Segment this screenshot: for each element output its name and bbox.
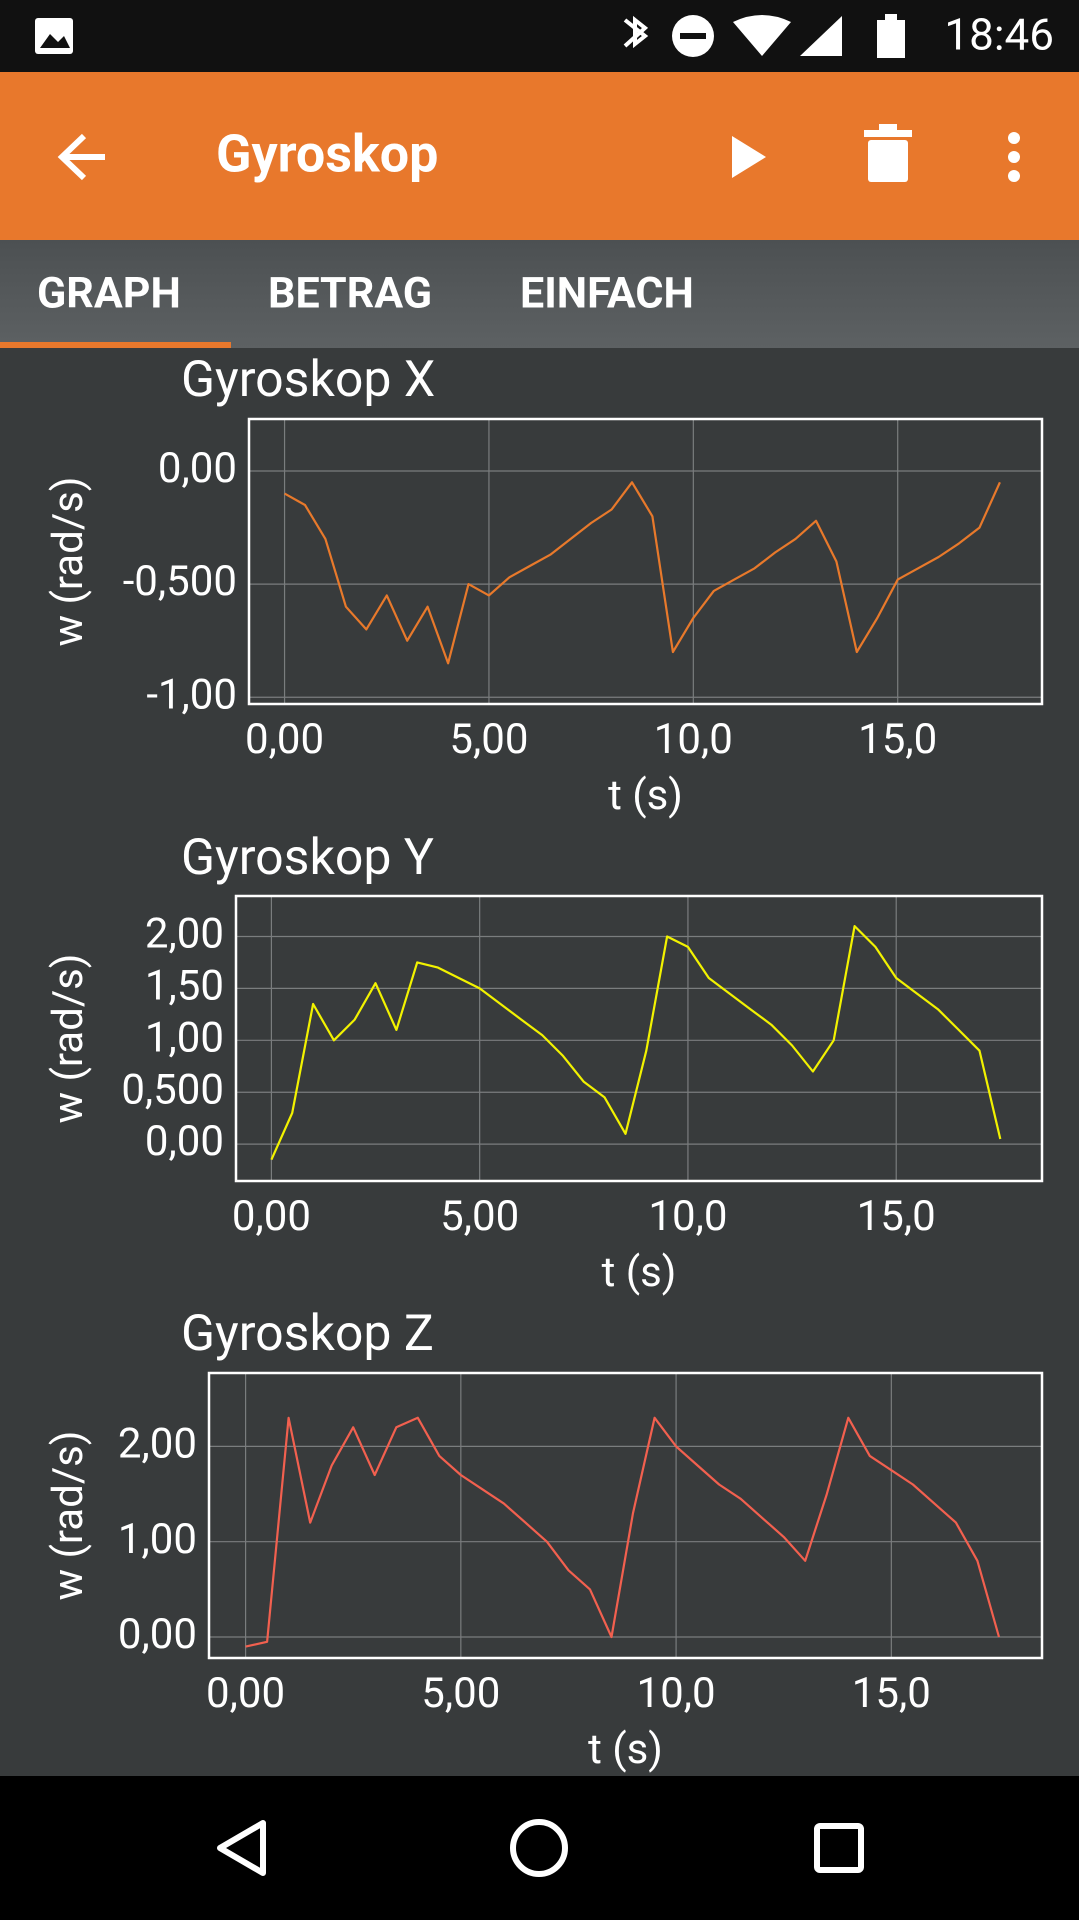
tab-bar bbox=[0, 240, 1079, 348]
signal-icon bbox=[800, 16, 842, 56]
tab[interactable]: BETRAG bbox=[268, 268, 432, 318]
play-button[interactable] bbox=[732, 136, 766, 178]
tab[interactable]: EINFACH bbox=[520, 268, 694, 318]
bluetooth-icon bbox=[623, 15, 649, 49]
y-tick-label: 0,00 bbox=[145, 1117, 224, 1166]
y-tick-label: 2,00 bbox=[118, 1419, 197, 1468]
delete-button[interactable] bbox=[864, 124, 912, 182]
x-axis-label: t (s) bbox=[588, 1725, 663, 1774]
nav-bar bbox=[0, 1776, 1079, 1920]
x-tick-label: 10,0 bbox=[637, 1669, 716, 1718]
y-tick-label: -0,500 bbox=[123, 557, 237, 606]
gallery-icon bbox=[35, 18, 73, 54]
y-tick-label: 0,00 bbox=[118, 1610, 197, 1659]
home-nav[interactable] bbox=[510, 1819, 568, 1877]
y-tick-label: 1,00 bbox=[118, 1515, 197, 1564]
y-axis-label: w (rad/s) bbox=[44, 1431, 93, 1601]
x-tick-label: 0,00 bbox=[232, 1192, 311, 1241]
wifi-icon bbox=[733, 15, 791, 56]
recents-nav[interactable] bbox=[814, 1823, 864, 1873]
y-tick-label: -1,00 bbox=[146, 670, 237, 719]
dnd-icon bbox=[672, 15, 714, 57]
chart-title: Gyroskop X bbox=[181, 351, 435, 409]
charts: Gyroskop X w (rad/s) t (s) 0,00 5,00 10,0 15,0… bbox=[44, 351, 1044, 1774]
x-tick-label: 10,0 bbox=[648, 1192, 727, 1241]
y-tick-label: 0,00 bbox=[158, 444, 237, 493]
y-tick-label: 1,00 bbox=[145, 1013, 224, 1062]
y-tick-label: 1,50 bbox=[145, 961, 224, 1010]
y-axis-label: w (rad/s) bbox=[44, 954, 93, 1124]
tab-indicator bbox=[0, 342, 231, 348]
x-tick-label: 0,00 bbox=[206, 1669, 285, 1718]
back-button[interactable] bbox=[57, 133, 105, 181]
x-tick-label: 0,00 bbox=[245, 715, 324, 764]
x-axis-label: t (s) bbox=[608, 771, 683, 820]
plot-frame bbox=[247, 417, 1044, 706]
data-line bbox=[245, 1416, 1001, 1648]
app-bar bbox=[0, 72, 1079, 240]
x-tick-label: 10,0 bbox=[654, 715, 733, 764]
clock: 18:46 bbox=[944, 9, 1054, 61]
plot-frame bbox=[234, 894, 1044, 1183]
y-axis-label: w (rad/s) bbox=[44, 477, 93, 647]
y-tick-label: 0,500 bbox=[121, 1065, 224, 1114]
x-axis-label: t (s) bbox=[602, 1248, 677, 1297]
battery-icon bbox=[877, 14, 905, 58]
chart-title: Gyroskop Z bbox=[181, 1305, 434, 1363]
x-tick-label: 15,0 bbox=[852, 1669, 931, 1718]
x-tick-label: 5,00 bbox=[440, 1192, 519, 1241]
tab[interactable]: GRAPH bbox=[37, 268, 181, 318]
x-tick-label: 5,00 bbox=[449, 715, 528, 764]
y-tick-label: 2,00 bbox=[145, 910, 224, 959]
x-tick-label: 5,00 bbox=[421, 1669, 500, 1718]
menu-button[interactable] bbox=[1008, 132, 1020, 182]
chart-title: Gyroskop Y bbox=[181, 829, 434, 887]
app-title: Gyroskop bbox=[216, 124, 438, 185]
back-nav[interactable] bbox=[217, 1820, 266, 1876]
data-line bbox=[284, 481, 1001, 665]
x-tick-label: 15,0 bbox=[858, 715, 937, 764]
status-bar bbox=[0, 0, 1079, 72]
plot-frame bbox=[207, 1371, 1044, 1660]
x-tick-label: 15,0 bbox=[857, 1192, 936, 1241]
data-line bbox=[270, 925, 1002, 1161]
